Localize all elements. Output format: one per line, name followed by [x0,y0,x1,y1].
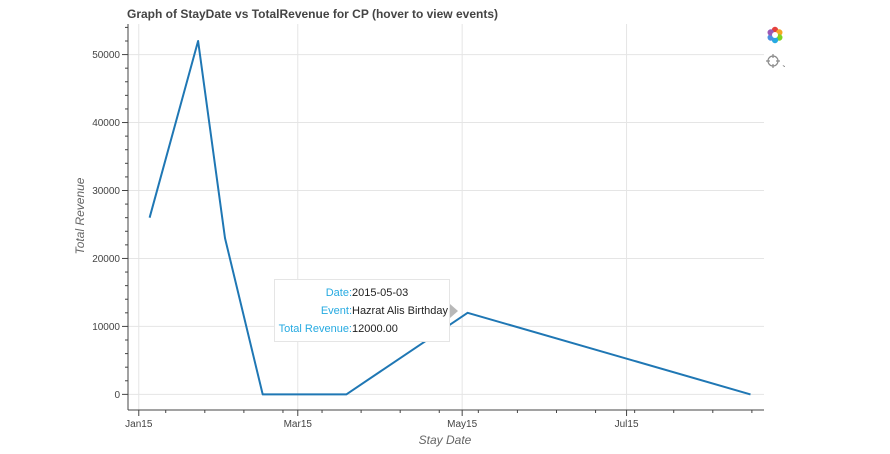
y-tick-label: 50000 [92,50,120,61]
x-axis-title: Stay Date [419,433,472,447]
tooltip-key: Total Revenue: [278,323,352,335]
tooltip-value: 12000.00 [352,323,398,335]
tooltip-value: Hazrat Alis Birthday [352,305,448,317]
x-tick-label: Jan15 [125,419,153,430]
bokeh-logo-icon[interactable] [764,24,786,46]
tooltip-key: Date: [325,287,352,299]
toolbar: ⌄ [764,24,790,76]
y-tick-label: 10000 [92,322,120,333]
y-tick-label: 40000 [92,118,120,129]
chart-title: Graph of StayDate vs TotalRevenue for CP… [127,7,498,21]
y-tick-label: 30000 [92,186,120,197]
y-axis-title: Total Revenue [73,177,87,254]
y-tick-label: 20000 [92,254,120,265]
crosshair-hover-icon[interactable]: ⌄ [764,50,786,72]
axis-layer: 0 10000 20000 30000 40000 50000 Jan15 Mar15 May1… [92,24,764,430]
tooltip-row-revenue: Total Revenue: 12000.00 [275,320,449,338]
tooltip-row-event: Event: Hazrat Alis Birthday [275,302,449,320]
hover-tooltip: Date: 2015-05-03 Event: Hazrat Alis Birt… [274,279,450,342]
tooltip-pointer [450,304,458,318]
tooltip-key: Event: [320,305,352,317]
x-tick-label: Jul15 [615,419,639,430]
tooltip-value: 2015-05-03 [352,287,409,299]
x-tick-label: Mar15 [284,419,313,430]
tooltip-row-date: Date: 2015-05-03 [275,284,449,302]
x-tick-label: May15 [447,419,477,430]
y-tick-label: 0 [114,390,120,401]
hover-caret: ⌄ [781,60,785,69]
grid-layer [128,24,764,410]
line-layer[interactable] [148,40,751,396]
series-line[interactable] [148,40,751,396]
